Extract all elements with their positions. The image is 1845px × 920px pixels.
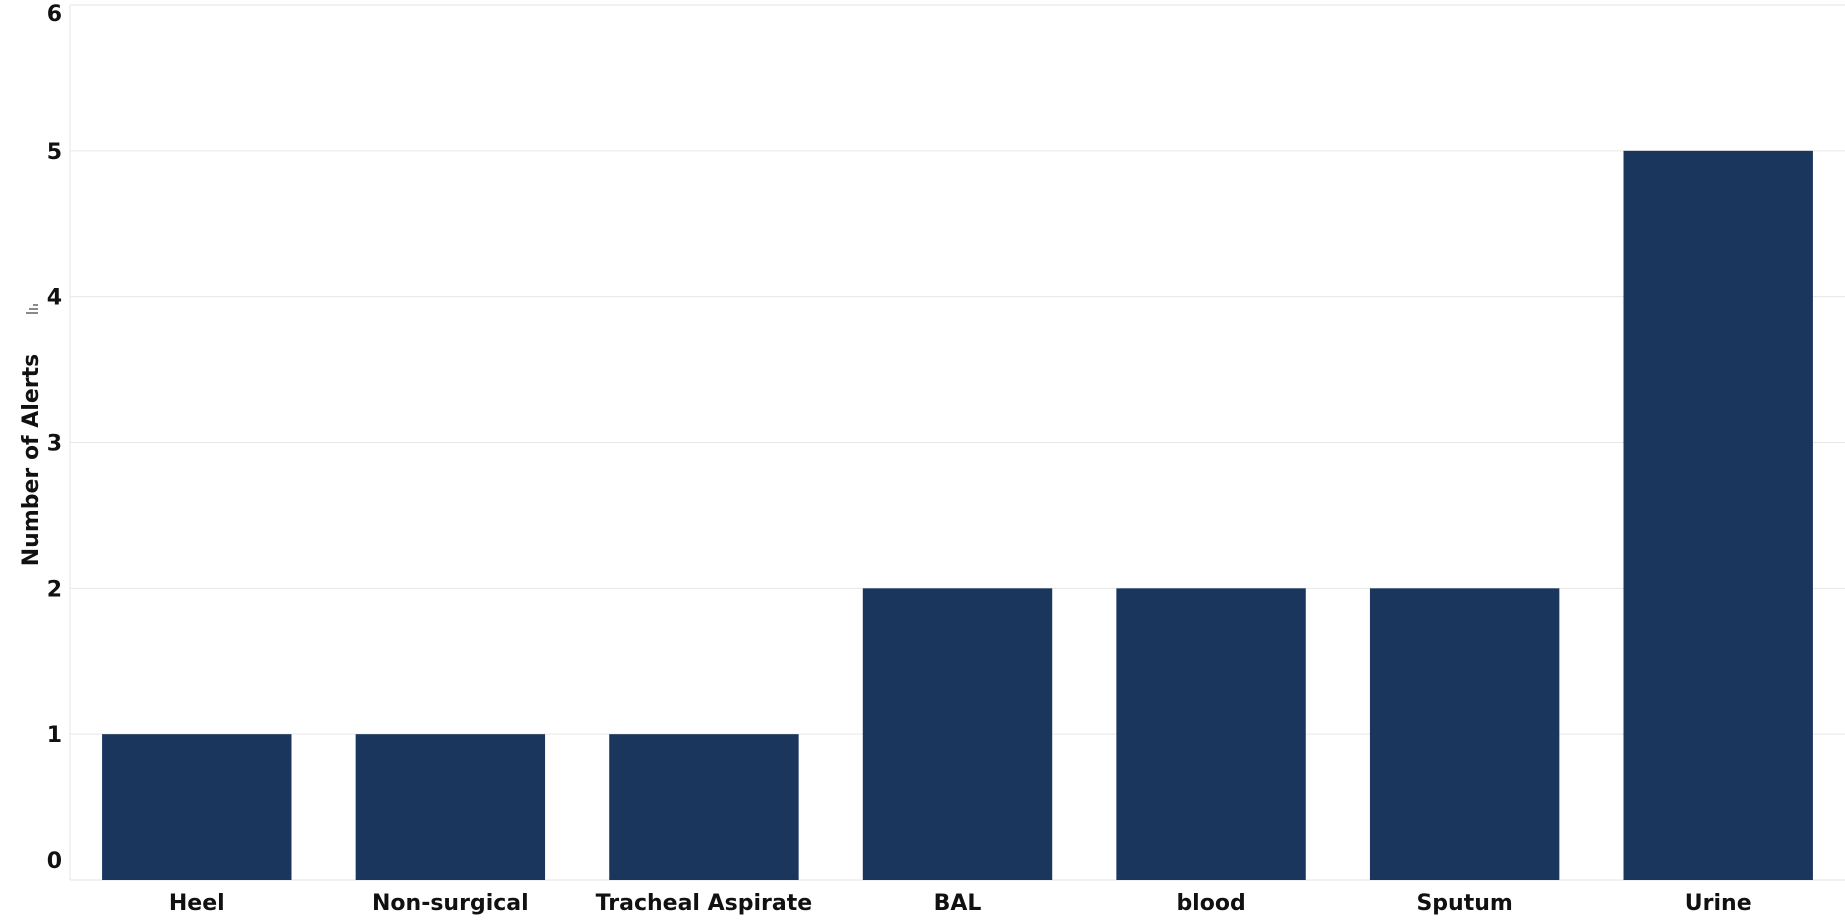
y-tick-label: 1 — [47, 723, 62, 748]
x-tick-label: Sputum — [1416, 891, 1512, 916]
x-axis-ticks: Heel Non-surgical Tracheal Aspirate BAL bloo… — [169, 891, 1752, 916]
bars — [102, 150, 1813, 881]
x-tick-label: Tracheal Aspirate — [596, 891, 813, 916]
bar-blood[interactable] — [1116, 588, 1306, 880]
y-axis-title: Number of Alerts — [19, 354, 44, 566]
x-tick-label: BAL — [934, 891, 982, 916]
sort-descending-icon[interactable] — [26, 304, 38, 314]
y-tick-label: 5 — [47, 140, 62, 165]
bar-urine[interactable] — [1623, 150, 1813, 881]
bar-non-surgical[interactable] — [355, 734, 546, 880]
y-tick-label: 6 — [47, 2, 62, 27]
y-axis-title-group: Number of Alerts — [19, 304, 44, 566]
bar-heel[interactable] — [102, 734, 292, 880]
y-tick-label: 0 — [47, 849, 62, 874]
bar-sputum[interactable] — [1369, 588, 1560, 880]
y-axis-ticks: 0 1 2 3 4 5 6 — [47, 2, 62, 874]
y-tick-label: 4 — [47, 286, 62, 311]
y-tick-label: 3 — [47, 432, 62, 457]
x-tick-label: Heel — [169, 891, 225, 916]
x-tick-label: blood — [1176, 891, 1245, 916]
bar-tracheal-aspirate[interactable] — [609, 734, 799, 880]
x-tick-label: Non-surgical — [372, 891, 529, 916]
y-tick-label: 2 — [47, 577, 62, 602]
x-tick-label: Urine — [1685, 891, 1752, 916]
bar-bal[interactable] — [862, 588, 1053, 880]
